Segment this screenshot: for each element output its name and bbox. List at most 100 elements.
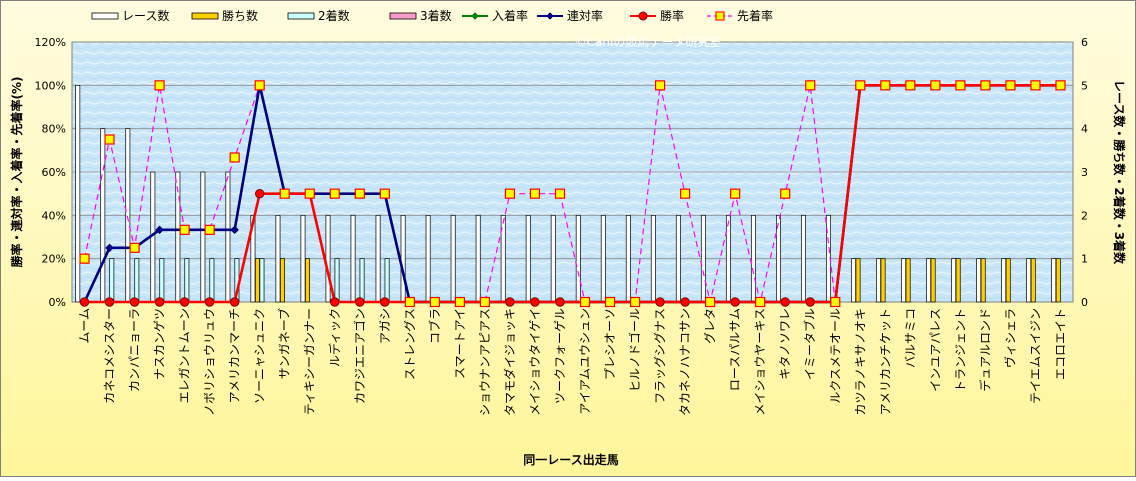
y-tick-left: 80% xyxy=(42,123,66,136)
category-label: ヒルノドゴール xyxy=(627,308,642,392)
bar-seconds xyxy=(109,258,115,303)
marker-senchaku-rate xyxy=(304,188,315,199)
marker-win-rate xyxy=(79,297,90,307)
category-label: ショウナンアピアス xyxy=(478,308,492,416)
bar-races xyxy=(976,258,982,303)
marker-senchaku-rate xyxy=(79,253,90,264)
category-label: コブラ xyxy=(427,308,442,344)
legend-swatch xyxy=(191,12,219,20)
category-label: デュアルロンド xyxy=(977,308,992,392)
marker-senchaku-rate xyxy=(554,188,566,199)
bar-wins xyxy=(905,258,911,303)
marker-senchaku-rate xyxy=(379,188,390,199)
category-label: メイショウタイゲイ xyxy=(528,308,542,416)
legend-item-thirds: 3着数 xyxy=(389,8,452,23)
bar-wins xyxy=(280,258,285,303)
legend-item-races: レース数 xyxy=(91,8,169,23)
category-label: エレガントムーン xyxy=(178,308,192,403)
bar-races xyxy=(951,258,957,303)
bar-wins xyxy=(880,258,886,303)
marker-senchaku-rate xyxy=(229,152,240,163)
y-tick-left: 20% xyxy=(42,253,66,266)
marker-senchaku-rate xyxy=(980,80,991,91)
category-label: インユアパレス xyxy=(928,308,942,392)
bar-races xyxy=(475,214,481,303)
bar-wins xyxy=(1055,258,1061,303)
marker-win-rate xyxy=(730,297,740,307)
bar-races xyxy=(425,214,431,303)
category-label: ムーム xyxy=(78,308,92,344)
x-axis-title: 同一レース出走馬 xyxy=(523,452,618,467)
right-axis: 0 1 2 3 4 5 6 xyxy=(1081,36,1088,309)
bar-races xyxy=(876,258,882,303)
bar-wins xyxy=(254,258,260,303)
legend-label: レース数 xyxy=(122,8,169,23)
category-label: アイアムユウシュン xyxy=(578,308,592,415)
bar-races xyxy=(625,214,631,303)
category-label: スマートアイ xyxy=(453,308,467,379)
category-label: イミータブル xyxy=(802,308,817,380)
bar-races xyxy=(650,214,656,303)
y-tick-right: 5 xyxy=(1081,79,1088,92)
category-label: ロースパルサム xyxy=(728,308,742,391)
bar-seconds xyxy=(334,258,340,303)
marker-rentai-rate xyxy=(105,243,114,253)
marker-senchaku-rate xyxy=(179,224,190,235)
marker-senchaku-rate xyxy=(579,296,591,308)
marker-senchaku-rate xyxy=(329,188,340,199)
bar-races xyxy=(1051,258,1057,303)
legend-label: 入着率 xyxy=(492,8,528,23)
marker-win-rate xyxy=(104,297,115,307)
marker-win-rate xyxy=(505,297,515,307)
y-axis-title-left: 勝率・連対率・入着率・先着率(%) xyxy=(9,77,24,268)
bar-wins xyxy=(1030,258,1036,303)
bar-races xyxy=(575,214,581,303)
category-label: ソーニャシュニク xyxy=(253,308,267,404)
marker-senchaku-rate xyxy=(1055,80,1066,91)
marker-win-rate xyxy=(179,297,190,307)
category-label: ツークフォーゲル xyxy=(553,308,567,404)
marker-senchaku-rate xyxy=(204,224,215,235)
marker-senchaku-rate xyxy=(930,80,941,91)
line-series xyxy=(79,80,1066,308)
y-tick-right: 6 xyxy=(1081,36,1088,49)
legend-swatch xyxy=(91,12,119,20)
bar-races xyxy=(700,214,706,303)
bar-wins xyxy=(1005,258,1011,303)
marker-senchaku-rate xyxy=(1030,80,1041,91)
bar-series xyxy=(75,84,1061,303)
marker-senchaku-rate xyxy=(780,188,791,199)
marker-win-rate xyxy=(680,297,690,307)
category-label: エコロエイト xyxy=(1053,308,1067,380)
legend-item-senchaku_rate: 先着率 xyxy=(707,8,773,23)
category-label: メイショウヤーキス xyxy=(753,308,767,416)
bar-seconds xyxy=(359,258,365,303)
marker-senchaku-rate xyxy=(755,296,766,308)
category-label: タカネノハナコサン xyxy=(678,308,692,416)
legend-label: 先着率 xyxy=(737,8,773,23)
legend-item-win_rate: 勝率 xyxy=(630,8,684,23)
marker-senchaku-rate xyxy=(730,188,741,199)
legend-marker xyxy=(715,11,725,21)
legend-marker xyxy=(638,11,648,21)
y-axis-title-right: レース数・勝ち数・2着数・3着数 xyxy=(1112,80,1127,265)
marker-senchaku-rate xyxy=(654,80,666,91)
category-label: ストレングス xyxy=(403,308,417,380)
category-label: ナスカンゲツ xyxy=(153,308,167,380)
bar-wins xyxy=(855,258,861,303)
y-tick-right: 0 xyxy=(1081,296,1088,309)
bar-races xyxy=(450,214,456,303)
category-axis: ムーム カネコメシスター カンパニョーラ ナスカンゲツ エレガントムーン ノボリショウリュ… xyxy=(78,308,1068,416)
y-tick-left: 40% xyxy=(42,209,66,222)
legend-swatch xyxy=(389,12,417,20)
bar-wins xyxy=(305,258,310,303)
category-label: バルサミコ xyxy=(903,308,917,368)
bar-wins xyxy=(930,258,936,303)
legend-label: 3着数 xyxy=(420,8,452,23)
marker-senchaku-rate xyxy=(504,188,516,199)
bar-races xyxy=(200,171,206,303)
y-tick-left: 60% xyxy=(42,166,66,179)
marker-win-rate xyxy=(530,297,540,307)
category-label: ティキシーガンナー xyxy=(303,308,317,415)
